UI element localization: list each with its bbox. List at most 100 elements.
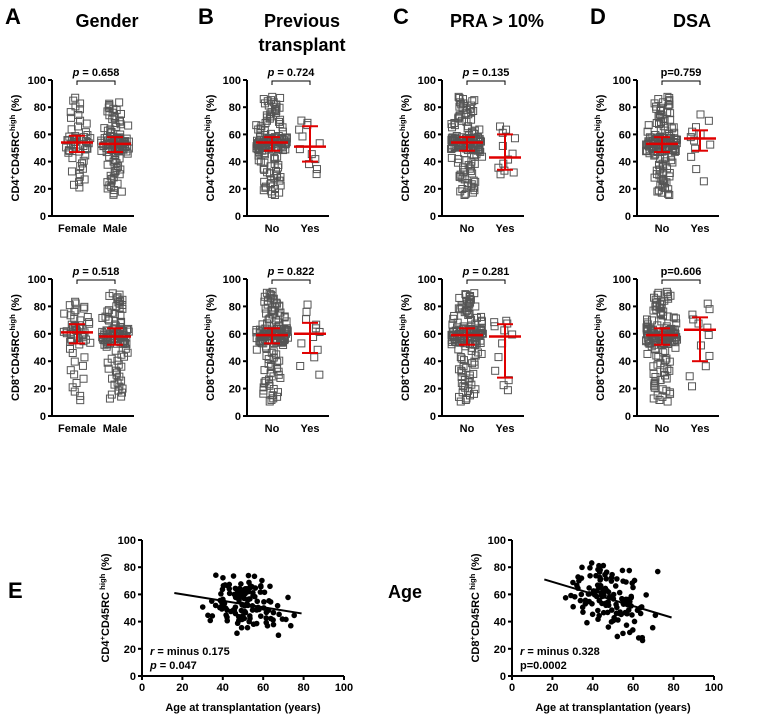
data-point [703, 299, 712, 308]
data-point [452, 132, 461, 141]
data-point [579, 564, 585, 571]
label-part: (%) [470, 553, 482, 574]
data-point [71, 297, 80, 306]
y-tick-label: 40 [34, 356, 46, 368]
regression-line [174, 592, 302, 615]
data-point [614, 604, 620, 611]
data-point [608, 607, 615, 613]
y-tick-label: 60 [494, 589, 506, 601]
regression-line [544, 578, 672, 619]
label-part: = 0.518 [79, 266, 119, 278]
data-point [76, 391, 85, 400]
superscript: + [203, 174, 212, 179]
y-tick-label: 60 [124, 589, 136, 601]
data-point [263, 615, 269, 621]
data-point [654, 353, 663, 362]
x-tick-label: Yes [691, 423, 710, 435]
y-tick-label: 100 [488, 535, 506, 547]
y-tick-label: 20 [424, 184, 436, 196]
data-point [456, 353, 465, 362]
data-point [662, 287, 671, 296]
data-point [60, 309, 69, 318]
data-point [470, 96, 479, 105]
data-point [74, 122, 83, 131]
label-part: = 0.135 [469, 67, 509, 79]
panel-title: Gender [75, 11, 138, 31]
y-tick-label: 60 [229, 329, 241, 341]
data-point [600, 562, 607, 569]
data-point [643, 592, 649, 598]
data-point [70, 357, 79, 366]
data-point [630, 584, 636, 591]
data-point [267, 348, 276, 357]
panel-title: DSA [673, 11, 711, 31]
data-point [235, 594, 241, 601]
label-part: CD8 [205, 379, 217, 401]
data-point [291, 612, 297, 619]
data-point [115, 98, 124, 107]
p-value-label: p = 0.518 [72, 266, 120, 278]
superscript: + [98, 636, 107, 641]
y-tick-label: 80 [424, 102, 436, 114]
scatter-plot: 0 20 40 60 80 100 0 20 40 60 80 100 Age at transplan… [468, 535, 724, 714]
y-tick-label: 60 [34, 329, 46, 341]
superscript: + [8, 374, 17, 379]
data-point [643, 349, 652, 358]
superscript: + [468, 636, 477, 641]
data-point [704, 116, 713, 125]
label-part: CD45RC [10, 330, 22, 374]
data-point [692, 165, 701, 174]
y-tick-label: 80 [34, 301, 46, 313]
label-part: CD4 [595, 179, 607, 202]
data-point [663, 289, 672, 298]
data-point [75, 178, 84, 187]
data-point [105, 99, 114, 108]
y-tick-label: 40 [494, 617, 506, 629]
data-point [457, 301, 466, 310]
data-point [618, 611, 625, 618]
data-point [75, 105, 84, 114]
y-tick-label: 60 [424, 129, 436, 141]
data-point [688, 382, 697, 391]
data-point [315, 370, 324, 379]
data-point [509, 168, 518, 177]
data-point [468, 359, 477, 368]
y-tick-label: 60 [619, 129, 631, 141]
label-part: p [462, 266, 470, 278]
data-point [494, 353, 503, 362]
data-point [631, 577, 638, 584]
y-axis-label: CD8+CD45RC high (%) [468, 553, 483, 662]
data-point [100, 124, 109, 133]
dot-plot: 0 20 40 60 80 100 CD8+CD45RChigh (%) p = 0.281 N… [398, 266, 524, 435]
data-point [230, 573, 237, 579]
y-tick-label: 0 [235, 211, 241, 223]
data-point [66, 366, 75, 375]
dot-plot: 0 20 40 60 80 100 CD4+CD45RChigh (%) p = 0.724 N… [203, 67, 329, 235]
y-tick-label: 40 [229, 157, 241, 169]
data-point [588, 560, 595, 566]
data-point [81, 128, 90, 137]
data-point [654, 95, 663, 104]
y-tick-label: 20 [34, 184, 46, 196]
data-point [82, 119, 91, 128]
significance-bracket [466, 80, 506, 85]
data-point [471, 385, 480, 394]
data-point [76, 396, 85, 405]
data-point [499, 381, 508, 390]
data-point [71, 93, 80, 102]
y-axis-label: CD8+CD45RChigh (%) [8, 294, 23, 401]
label-part: r [520, 646, 525, 658]
significance-bracket [271, 279, 311, 284]
data-point [609, 571, 615, 578]
correlation-label: r = minus 0.328 [520, 646, 600, 658]
panel-title: Previous [264, 11, 340, 31]
data-point [619, 567, 626, 574]
data-point [654, 288, 663, 297]
y-axis-label: CD8+CD45RChigh (%) [398, 294, 413, 401]
data-point [494, 163, 503, 172]
data-point [124, 121, 133, 130]
label-part: CD8 [400, 379, 412, 401]
x-tick-label: 40 [217, 682, 229, 694]
